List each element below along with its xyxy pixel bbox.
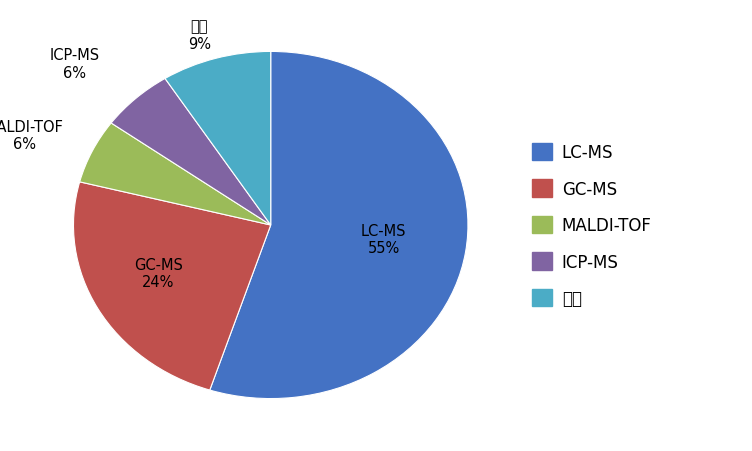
Text: MALDI-TOF
6%: MALDI-TOF 6% xyxy=(0,120,64,152)
Wedge shape xyxy=(74,183,271,390)
Wedge shape xyxy=(111,79,271,226)
Text: ICP-MS
6%: ICP-MS 6% xyxy=(50,48,100,81)
Text: 其它
9%: 其它 9% xyxy=(188,19,211,51)
Text: LC-MS
55%: LC-MS 55% xyxy=(361,223,407,256)
Wedge shape xyxy=(165,52,271,226)
Text: GC-MS
24%: GC-MS 24% xyxy=(134,257,183,290)
Wedge shape xyxy=(210,52,468,399)
Legend: LC-MS, GC-MS, MALDI-TOF, ICP-MS, 其它: LC-MS, GC-MS, MALDI-TOF, ICP-MS, 其它 xyxy=(532,143,651,308)
Wedge shape xyxy=(80,124,271,226)
